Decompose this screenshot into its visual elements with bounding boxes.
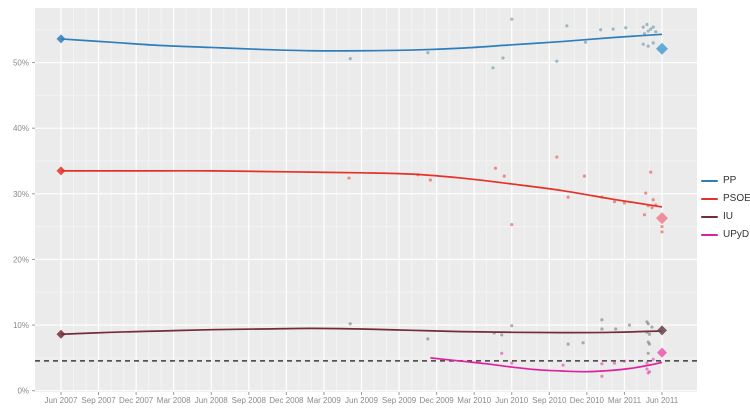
x-axis-labels: Jun 2007 Sep 2007 Dec 2007 Mar 2008 Jun 2008… <box>45 396 679 405</box>
psoe-trend-line <box>61 169 663 208</box>
y-tick-label: 50% <box>13 59 29 68</box>
legend: PP PSOE IU UPyD <box>701 172 750 244</box>
y-tick-label: 10% <box>13 321 29 330</box>
series-iu <box>56 318 667 355</box>
iu-start-marker <box>56 329 66 339</box>
legend-label: PP <box>723 175 737 186</box>
x-tick-label: Sep 2008 <box>232 396 267 405</box>
x-tick-label: Mar 2010 <box>457 396 491 405</box>
x-tick-label: Sep 2007 <box>81 396 116 405</box>
iu-trend-line <box>60 327 663 336</box>
pp-end-marker <box>656 42 668 55</box>
x-tick-label: Sep 2009 <box>382 396 417 405</box>
series-psoe <box>56 155 668 234</box>
legend-label: IU <box>723 211 733 222</box>
series-pp <box>56 17 668 70</box>
legend-item-upyd: UPyD <box>701 226 750 244</box>
x-tick-label: Jun 2009 <box>345 396 378 405</box>
psoe-legend-swatch-icon <box>701 198 718 200</box>
upyd-trend-line <box>430 357 663 373</box>
pp-start-marker <box>56 34 66 44</box>
series-upyd <box>430 347 667 378</box>
iu-scatter-points <box>348 318 654 355</box>
iu-end-marker <box>657 325 667 336</box>
x-tick-label: Jun 2011 <box>646 396 679 405</box>
x-tick-label: Mar 2011 <box>608 396 642 405</box>
legend-label: PSOE <box>723 193 750 204</box>
pp-legend-swatch-icon <box>701 180 718 182</box>
legend-item-pp: PP <box>701 172 750 190</box>
x-tick-label: Jun 2008 <box>195 396 228 405</box>
x-tick-label: Mar 2009 <box>307 396 341 405</box>
psoe-end-marker <box>656 212 668 225</box>
plot-panel <box>35 8 697 392</box>
upyd-scatter-points <box>500 351 655 378</box>
x-tick-label: Dec 2008 <box>269 396 304 405</box>
pp-trend-line <box>60 33 663 52</box>
y-tick-label: 30% <box>13 190 29 199</box>
x-tick-label: Dec 2009 <box>420 396 455 405</box>
x-tick-label: Mar 2008 <box>157 396 191 405</box>
pp-scatter-points <box>348 17 658 70</box>
x-tick-label: Jun 2010 <box>495 396 528 405</box>
y-axis-labels: 0% 10% 20% 30% 40% 50% <box>13 59 29 396</box>
upyd-end-marker <box>657 347 667 358</box>
iu-legend-swatch-icon <box>701 216 718 218</box>
legend-label: UPyD <box>723 229 750 240</box>
legend-item-psoe: PSOE <box>701 190 750 208</box>
x-tick-label: Dec 2010 <box>570 396 605 405</box>
y-tick-label: 40% <box>13 124 29 133</box>
psoe-start-marker <box>56 166 66 176</box>
x-tick-label: Sep 2010 <box>532 396 567 405</box>
y-tick-label: 20% <box>13 255 29 264</box>
legend-item-iu: IU <box>701 208 750 226</box>
y-tick-label: 0% <box>17 387 29 396</box>
axis-ticks <box>32 62 663 395</box>
upyd-legend-swatch-icon <box>701 234 718 236</box>
x-tick-label: Jun 2007 <box>45 396 78 405</box>
x-tick-label: Dec 2007 <box>119 396 154 405</box>
